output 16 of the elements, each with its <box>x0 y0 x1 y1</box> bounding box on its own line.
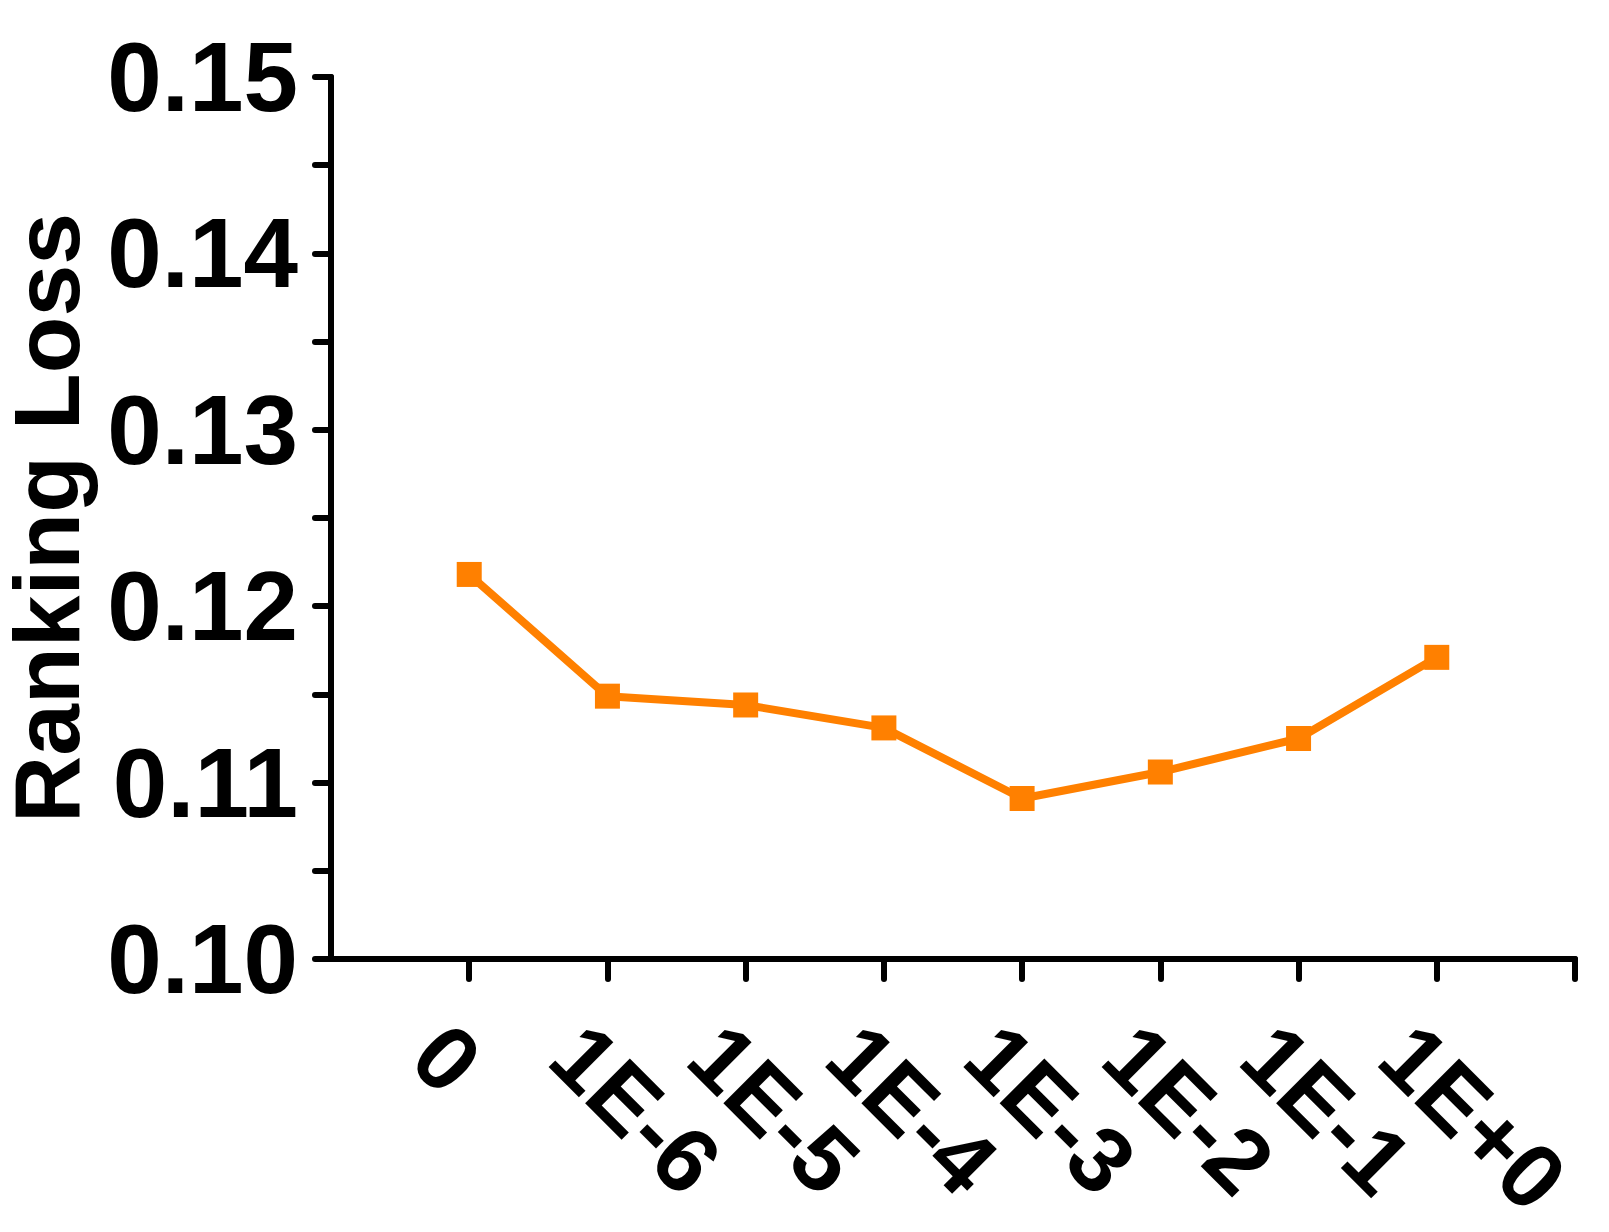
x-tick-label: 0 <box>392 1004 502 1113</box>
y-tick-label: 0.14 <box>107 198 298 309</box>
point <box>456 561 482 587</box>
point <box>1009 785 1035 811</box>
y-tick-label: 0.11 <box>112 727 298 838</box>
point <box>1424 644 1450 670</box>
y-tick-label: 0.12 <box>107 551 298 662</box>
y-tick-label: 0.10 <box>107 904 298 1014</box>
point <box>733 692 759 718</box>
point <box>1286 726 1312 751</box>
y-tick-label: 0.15 <box>107 22 298 132</box>
y-tick-label: 0.13 <box>107 374 298 485</box>
point <box>871 715 897 741</box>
point <box>1147 759 1173 785</box>
y-axis-title: Ranking Loss <box>0 213 99 823</box>
point <box>594 683 620 709</box>
